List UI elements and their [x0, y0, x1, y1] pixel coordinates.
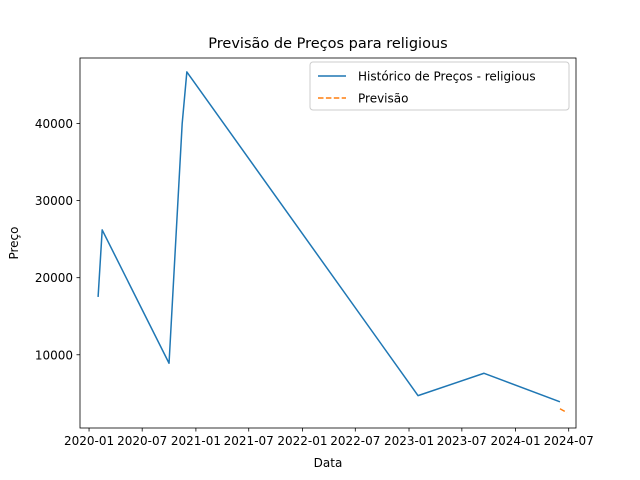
- x-tick-label: 2023-07: [437, 434, 487, 448]
- x-tick-label: 2020-01: [64, 434, 114, 448]
- y-tick-label: 40000: [35, 117, 73, 131]
- legend-box: [309, 61, 570, 111]
- legend-label-previsao: Previsão: [358, 92, 408, 106]
- y-axis: 10000 20000 30000 40000: [35, 117, 80, 362]
- x-tick-label: 2021-01: [171, 434, 221, 448]
- x-tick-label: 2020-07: [117, 434, 167, 448]
- series-lines: [97, 71, 568, 414]
- x-tick-label: 2023-01: [384, 434, 434, 448]
- x-tick-label: 2022-01: [277, 434, 327, 448]
- series-line-historico: [97, 71, 561, 403]
- y-axis-label: Preço: [7, 226, 21, 259]
- chart-title: Previsão de Preços para religious: [208, 36, 447, 52]
- legend-label-historico: Histórico de Preços - religious: [358, 70, 536, 84]
- x-tick-label: 2024-07: [544, 434, 594, 448]
- x-tick-label: 2022-07: [330, 434, 380, 448]
- x-axis-label: Data: [314, 456, 343, 470]
- x-axis: 2020-01 2020-07 2021-01 2021-07 2022-01 2022-…: [64, 428, 594, 448]
- legend: Histórico de Preços - religious Previsão: [309, 61, 570, 111]
- plot-area: [79, 57, 577, 429]
- x-tick-label: 2024-01: [490, 434, 540, 448]
- y-tick-label: 20000: [35, 271, 73, 285]
- y-tick-label: 30000: [35, 194, 73, 208]
- series-line-previsao: [559, 408, 568, 414]
- x-tick-label: 2021-07: [224, 434, 274, 448]
- y-tick-label: 10000: [35, 348, 73, 362]
